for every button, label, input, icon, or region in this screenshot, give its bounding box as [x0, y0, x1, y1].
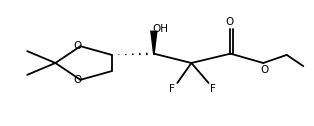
Text: O: O: [226, 17, 234, 27]
Polygon shape: [150, 31, 158, 54]
Text: O: O: [260, 65, 268, 75]
Text: OH: OH: [153, 24, 169, 34]
Text: O: O: [74, 41, 82, 51]
Text: F: F: [210, 84, 216, 94]
Text: O: O: [74, 75, 82, 85]
Text: F: F: [169, 84, 175, 94]
